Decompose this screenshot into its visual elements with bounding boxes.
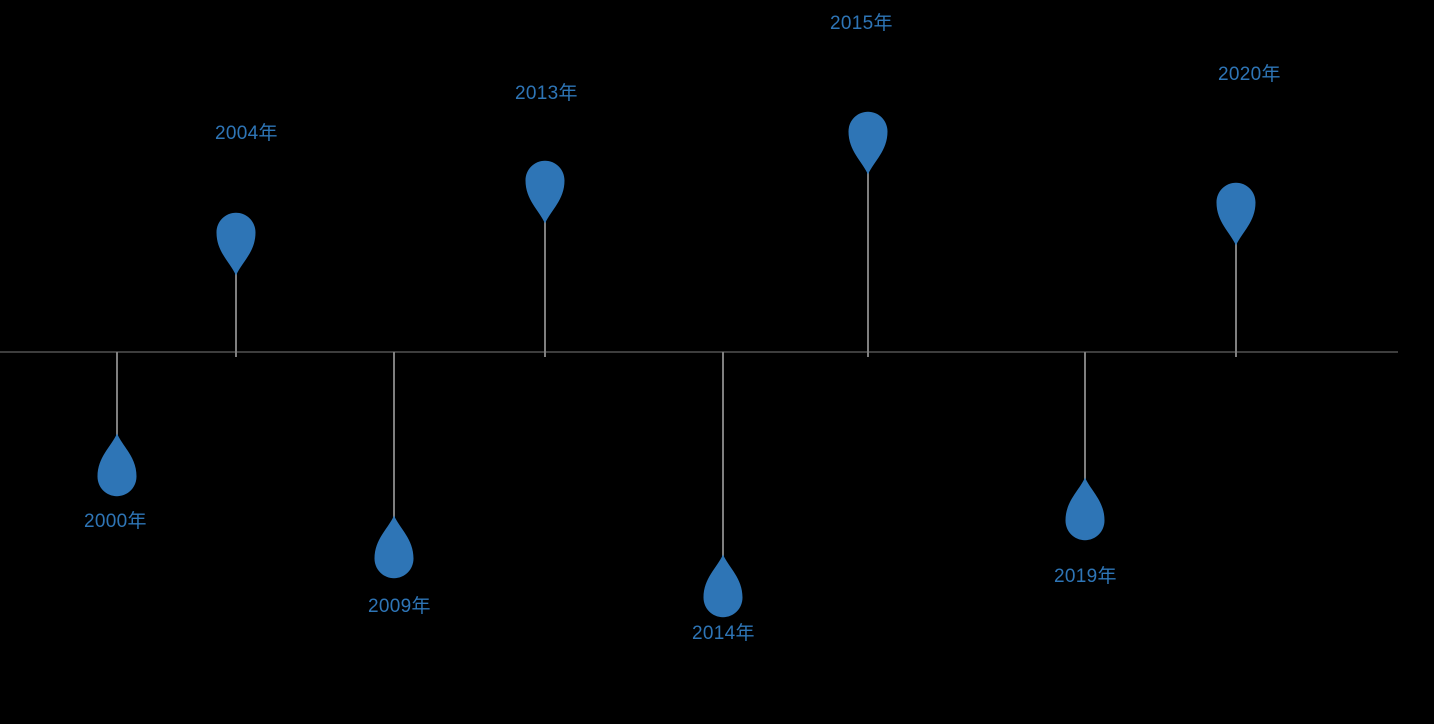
- teardrop-down-shape: [525, 160, 565, 224]
- teardrop-marker-down: [1065, 477, 1105, 541]
- event-year-label: 2020年: [1218, 64, 1281, 85]
- teardrop-marker-down: [703, 554, 743, 618]
- event-year-label: 2015年: [830, 13, 893, 34]
- teardrop-marker-up: [525, 160, 565, 224]
- teardrop-marker-up: [1216, 182, 1256, 246]
- teardrop-down-shape: [848, 111, 888, 175]
- teardrop-down-shape: [1216, 182, 1256, 246]
- teardrop-up-shape: [703, 554, 743, 618]
- teardrop-up-shape: [97, 433, 137, 497]
- event-year-label: 2019年: [1054, 566, 1117, 587]
- event-stem: [393, 352, 395, 518]
- teardrop-marker-up: [216, 212, 256, 276]
- event-stem: [1084, 352, 1086, 480]
- event-stem: [722, 352, 724, 557]
- teardrop-up-shape: [374, 515, 414, 579]
- teardrop-up-shape: [1065, 477, 1105, 541]
- teardrop-marker-up: [848, 111, 888, 175]
- event-year-label: 2000年: [84, 511, 147, 532]
- event-year-label: 2014年: [692, 623, 755, 644]
- timeline-axis: [0, 351, 1398, 353]
- event-stem: [235, 272, 237, 357]
- event-year-label: 2009年: [368, 596, 431, 617]
- teardrop-down-shape: [216, 212, 256, 276]
- event-stem: [1235, 242, 1237, 357]
- event-year-label: 2004年: [215, 123, 278, 144]
- event-stem: [867, 171, 869, 357]
- event-stem: [544, 220, 546, 357]
- teardrop-marker-down: [374, 515, 414, 579]
- event-stem: [116, 352, 118, 436]
- teardrop-marker-down: [97, 433, 137, 497]
- event-year-label: 2013年: [515, 83, 578, 104]
